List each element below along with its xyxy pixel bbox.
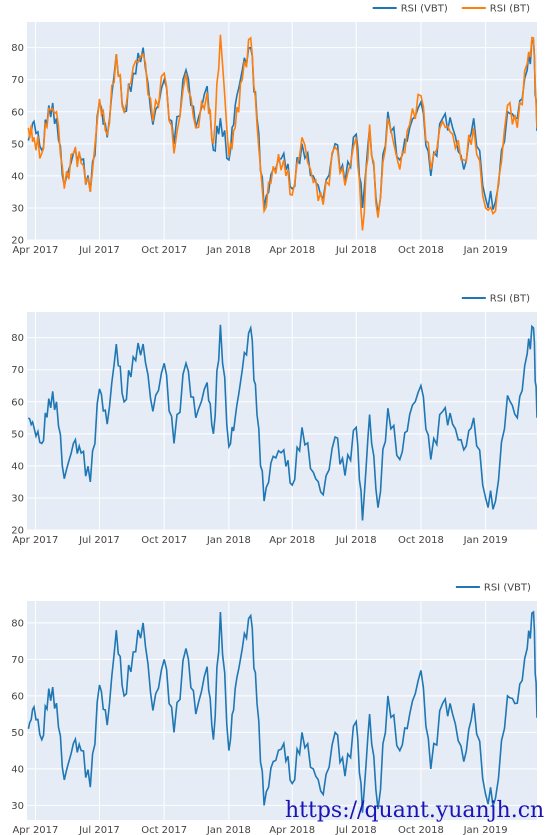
- y-tick-label: 40: [11, 171, 24, 182]
- y-tick-label: 70: [11, 655, 24, 666]
- y-tick-label: 60: [11, 107, 24, 118]
- x-tick-label: Jul 2018: [335, 825, 377, 835]
- x-tick-label: Jan 2019: [463, 245, 508, 256]
- x-tick-label: Oct 2018: [398, 245, 444, 256]
- series-line-rsi-bt: [27, 34, 537, 231]
- x-tick-label: Jul 2018: [335, 245, 377, 256]
- y-tick-label: 70: [11, 75, 24, 86]
- y-tick-label: 60: [11, 691, 24, 702]
- y-tick-label: 20: [11, 236, 24, 247]
- x-tick-label: Apr 2017: [12, 245, 58, 256]
- x-tick-label: Apr 2017: [12, 535, 58, 546]
- y-tick-label: 30: [11, 801, 24, 812]
- y-tick-label: 60: [11, 397, 24, 408]
- series-line-rsi-bt: [27, 324, 537, 521]
- x-tick-label: Oct 2018: [398, 535, 444, 546]
- legend-label: RSI (VBT): [484, 583, 531, 594]
- x-tick-label: Oct 2017: [141, 535, 187, 546]
- legend-label: RSI (VBT): [401, 4, 448, 15]
- legend-label: RSI (BT): [490, 4, 530, 15]
- chart-panel-1: 20 30 40 50 60 70 80 Apr 2017 Jul 2017 Oct 2017 Ja…: [11, 4, 537, 256]
- legend-label: RSI (BT): [490, 294, 530, 305]
- plot-area: [27, 22, 537, 240]
- y-tick-label: 30: [11, 203, 24, 214]
- x-tick-label: Jul 2017: [78, 535, 120, 546]
- y-tick-label: 20: [11, 526, 24, 537]
- y-tick-label: 50: [11, 139, 24, 150]
- x-tick-label: Jan 2018: [206, 245, 251, 256]
- x-tick-label: Jul 2017: [78, 245, 120, 256]
- x-tick-label: Jan 2019: [463, 825, 508, 835]
- y-tick-label: 80: [11, 43, 24, 54]
- series-line-rsi-vbt: [27, 610, 537, 813]
- x-tick-label: Oct 2017: [141, 245, 187, 256]
- y-tick-label: 70: [11, 365, 24, 376]
- y-tick-label: 30: [11, 493, 24, 504]
- plot-area: [27, 312, 537, 530]
- x-tick-label: Apr 2018: [269, 245, 315, 256]
- x-tick-label: Apr 2018: [269, 825, 315, 835]
- x-tick-label: Oct 2017: [141, 825, 187, 835]
- y-tick-label: 40: [11, 461, 24, 472]
- x-tick-label: Jul 2017: [78, 825, 120, 835]
- chart-panel-3: 30 40 50 60 70 80 Apr 2017 Jul 2017 Oct 2017 Jan …: [11, 583, 537, 835]
- x-tick-label: Oct 2018: [398, 825, 444, 835]
- y-tick-label: 50: [11, 728, 24, 739]
- x-tick-label: Jan 2018: [206, 535, 251, 546]
- y-tick-label: 40: [11, 764, 24, 775]
- watermark-text: https://quant.yuanjh.cn: [285, 798, 545, 823]
- y-tick-label: 50: [11, 429, 24, 440]
- x-tick-label: Jan 2018: [206, 825, 251, 835]
- x-tick-label: Jan 2019: [463, 535, 508, 546]
- y-tick-label: 80: [11, 333, 24, 344]
- plot-area: [27, 601, 537, 820]
- x-tick-label: Apr 2017: [12, 825, 58, 835]
- x-tick-label: Jul 2018: [335, 535, 377, 546]
- x-tick-label: Apr 2018: [269, 535, 315, 546]
- y-tick-label: 80: [11, 618, 24, 629]
- chart-panel-2: 20 30 40 50 60 70 80 Apr 2017 Jul 2017 Oct 2017 Ja…: [11, 294, 537, 546]
